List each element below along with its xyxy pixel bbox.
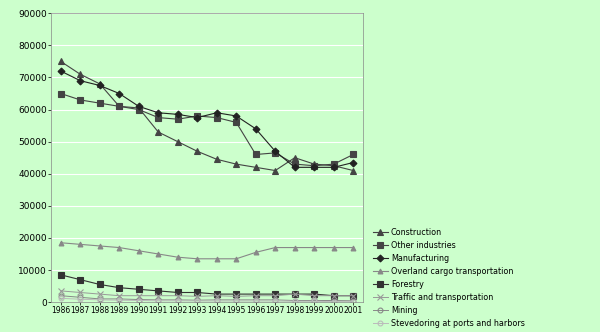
Legend: Construction, Other industries, Manufacturing, Overland cargo transportation, Fo: Construction, Other industries, Manufact… (373, 228, 524, 328)
